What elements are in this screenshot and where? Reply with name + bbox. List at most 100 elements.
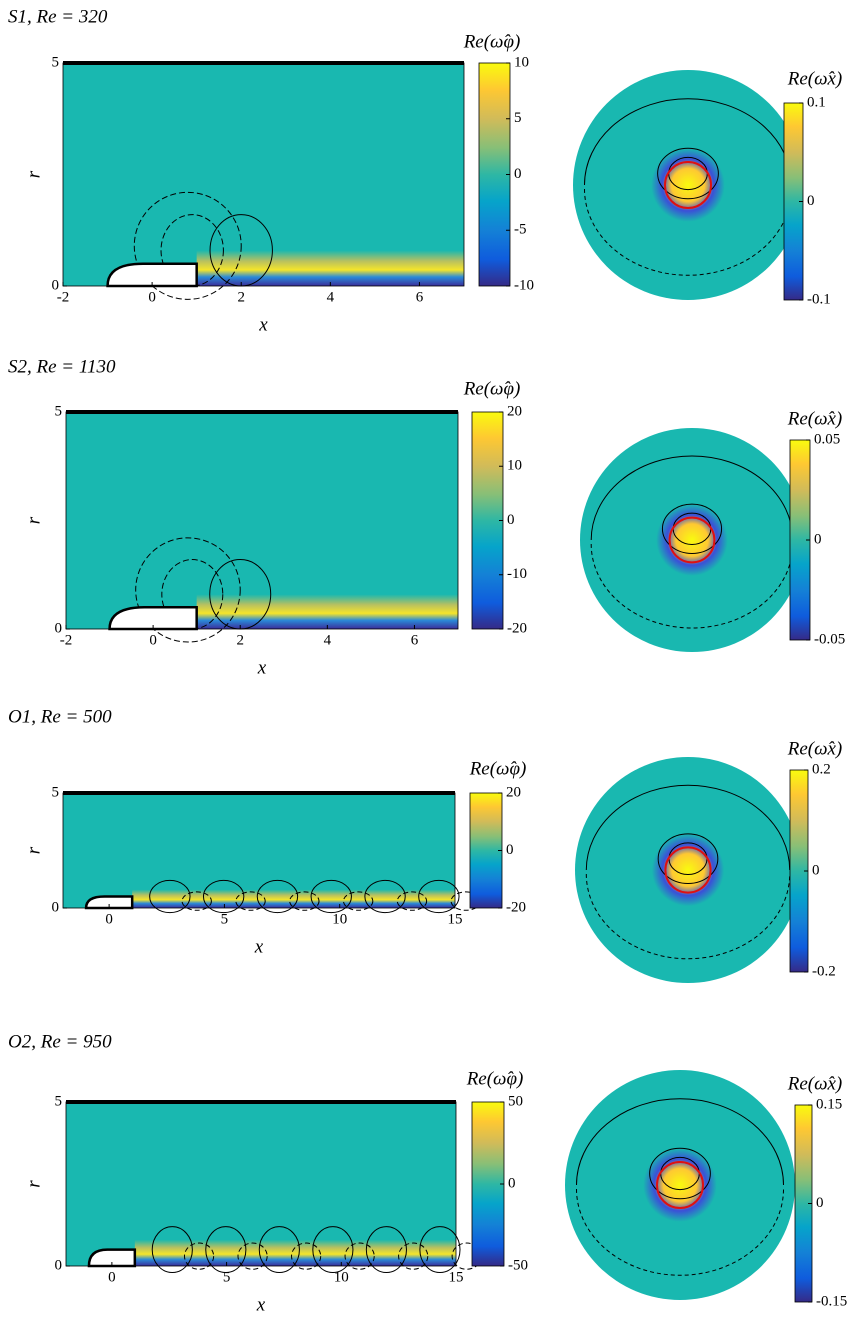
body: [84, 895, 134, 910]
x-axis-label: x: [254, 936, 264, 957]
contour: [256, 879, 299, 914]
r-tick-label: 5: [52, 54, 60, 70]
panel-title: S2, Re = 1130: [8, 356, 116, 377]
contour: [576, 1188, 784, 1276]
colorbar-tick-label: 0: [814, 531, 822, 547]
colorbar-tick-label: 0: [507, 512, 515, 528]
x-tick-label: 0: [105, 911, 113, 927]
x-tick-label: 0: [108, 1269, 116, 1285]
colorbar: [471, 411, 504, 630]
contour: [235, 891, 266, 911]
panel-title: O2, Re = 950: [8, 1031, 112, 1052]
r-tick-label: 0: [55, 620, 63, 636]
x-tick-label: 6: [416, 289, 424, 305]
colorbar-label: Re(ω̂x): [787, 408, 843, 429]
contour: [364, 879, 406, 914]
x-tick-label: 10: [334, 1269, 349, 1285]
contour: [149, 879, 191, 914]
contour: [342, 891, 374, 911]
contour: [205, 1226, 247, 1274]
contour: [258, 1226, 300, 1274]
contour: [183, 1242, 215, 1270]
colorbar-tick-label: 5: [514, 110, 522, 126]
x-axis-label: x: [257, 657, 267, 678]
colorbar-tick-label: -10: [514, 277, 534, 293]
colorbar-tick-label: 0.1: [807, 94, 826, 110]
contour: [585, 873, 791, 960]
contour: [291, 1242, 322, 1270]
contour: [161, 559, 224, 630]
section-blob: [651, 148, 725, 222]
colorbar-tick-label: -20: [506, 899, 526, 915]
colorbar-tick-label: -0.2: [812, 963, 836, 979]
r-axis-label: r: [23, 170, 44, 178]
contour: [289, 891, 320, 911]
contour: [202, 879, 245, 914]
colorbar-tick-label: 0: [508, 1175, 516, 1191]
colorbar: [471, 1101, 505, 1267]
contour: [396, 891, 428, 911]
section-body-outline: [668, 516, 716, 564]
r-tick-label: 5: [55, 403, 63, 419]
contour: [649, 1147, 711, 1200]
x-tick-label: 15: [448, 911, 463, 927]
contour: [657, 833, 719, 885]
x-tick-label: 4: [324, 632, 332, 648]
panel-title: O1, Re = 500: [8, 706, 112, 727]
field-background: [66, 1102, 456, 1266]
contour: [312, 1226, 354, 1274]
contour: [135, 537, 241, 643]
colorbar-tick-label: -0.15: [816, 1293, 847, 1309]
r-axis-label: r: [23, 1180, 44, 1188]
r-tick-label: 0: [52, 899, 60, 915]
contour: [657, 147, 719, 200]
colorbar-tick-label: -20: [507, 620, 527, 636]
contour: [344, 1242, 375, 1270]
contour: [151, 1226, 193, 1274]
wake: [196, 250, 464, 286]
x-tick-label: 10: [332, 911, 347, 927]
wake: [196, 594, 458, 629]
colorbar-tick-label: -0.05: [814, 631, 845, 647]
contour: [181, 891, 212, 911]
field-background: [66, 412, 458, 629]
contour: [419, 1226, 461, 1274]
x-tick-label: 15: [449, 1269, 464, 1285]
colorbar: [478, 62, 511, 287]
contour: [576, 1098, 784, 1186]
contour: [237, 1242, 268, 1270]
section-body-outline: [656, 1161, 704, 1209]
colorbar-tick-label: 10: [514, 54, 529, 70]
x-tick-label: 2: [236, 632, 244, 648]
r-tick-label: 5: [55, 1093, 63, 1109]
contour: [310, 879, 352, 914]
section-body-outline: [664, 846, 712, 894]
colorbar-tick-label: 0.15: [816, 1096, 842, 1112]
wake: [132, 889, 456, 908]
colorbar-tick-label: 0.2: [812, 761, 831, 777]
r-tick-label: 0: [52, 277, 60, 293]
x-tick-label: 4: [327, 289, 335, 305]
x-tick-label: -2: [60, 632, 73, 648]
colorbar-label: Re(ω̂φ): [466, 1068, 524, 1089]
wake: [134, 1239, 456, 1266]
x-tick-label: 0: [148, 289, 156, 305]
x-axis-label: x: [256, 1294, 266, 1314]
colorbar-label: Re(ω̂x): [787, 1073, 843, 1094]
colorbar-tick-label: -50: [508, 1257, 528, 1273]
x-axis-label: x: [258, 314, 268, 335]
panel-title: S1, Re = 320: [8, 6, 108, 27]
x-tick-label: 5: [221, 911, 229, 927]
r-tick-label: 5: [52, 784, 60, 800]
colorbar-tick-label: 0.05: [814, 431, 840, 447]
contour: [661, 503, 723, 554]
colorbar-label: Re(ω̂φ): [463, 31, 521, 52]
contour: [584, 98, 792, 186]
colorbar-tick-label: -10: [507, 566, 527, 582]
colorbar-tick-label: 10: [507, 458, 522, 474]
colorbar-label: Re(ω̂φ): [469, 758, 527, 779]
x-tick-label: 0: [149, 632, 157, 648]
colorbar-tick-label: 0: [506, 842, 514, 858]
body: [108, 606, 198, 631]
